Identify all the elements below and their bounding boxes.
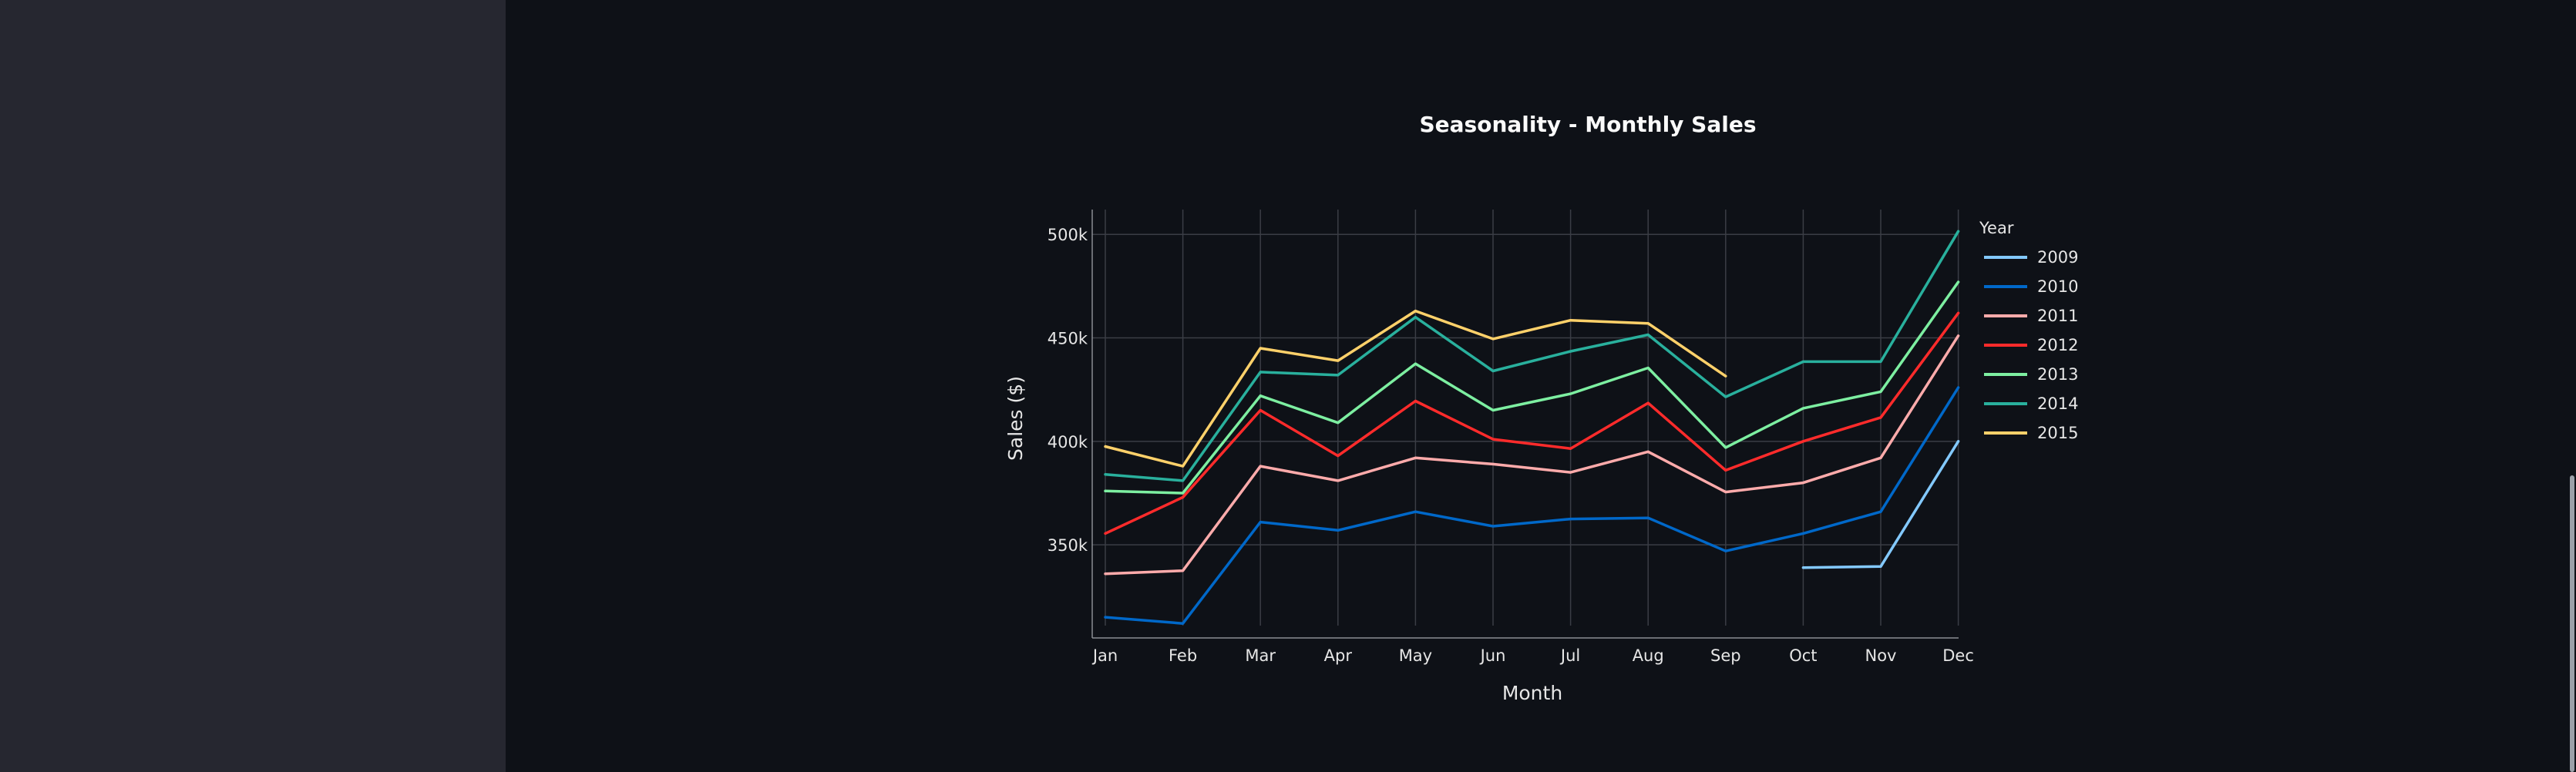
legend-title: Year — [1979, 219, 2014, 237]
x-tick-label: Aug — [1633, 646, 1664, 665]
series-line-2014 — [1104, 230, 1960, 482]
scrollbar-thumb[interactable] — [2570, 475, 2574, 772]
legend-label-2009: 2009 — [2037, 248, 2078, 267]
series-line-2015 — [1104, 309, 1727, 468]
series-line-2011 — [1104, 334, 1960, 576]
legend-label-2015: 2015 — [2037, 424, 2078, 442]
legend: Year 2009 2010 2011 2012 2013 2014 2015 — [1979, 219, 2078, 442]
legend-label-2012: 2012 — [2037, 336, 2078, 354]
y-tick-label: 500k — [1048, 226, 1088, 244]
x-tick-label: Mar — [1245, 646, 1276, 665]
y-tick-label: 450k — [1048, 330, 1088, 348]
y-axis-title: Sales ($) — [1004, 376, 1027, 461]
x-tick-label: May — [1399, 646, 1432, 665]
x-tick-label: Jan — [1091, 646, 1118, 665]
x-tick-label: Nov — [1865, 646, 1897, 665]
legend-label-2010: 2010 — [2037, 277, 2078, 296]
series-line-2012 — [1104, 311, 1960, 535]
legend-label-2013: 2013 — [2037, 365, 2078, 384]
axis-layer: 350k 400k 450k 500k Jan Feb Mar Apr May Jun Jul Aug… — [1048, 210, 1974, 665]
grid-layer — [1092, 210, 1959, 626]
sidebar — [0, 0, 506, 772]
y-tick-label: 350k — [1048, 536, 1088, 555]
x-tick-label: Jun — [1479, 646, 1506, 665]
x-tick-label: Feb — [1169, 646, 1197, 665]
series-layer — [1104, 230, 1960, 625]
y-tick-label: 400k — [1048, 433, 1088, 451]
x-tick-label: Apr — [1324, 646, 1353, 665]
x-tick-label: Oct — [1789, 646, 1817, 665]
series-line-2013 — [1104, 280, 1960, 495]
label-layer: Seasonality - Monthly Sales Month Sales … — [1004, 112, 1757, 704]
chart-title: Seasonality - Monthly Sales — [1420, 112, 1757, 137]
x-tick-label: Dec — [1942, 646, 1974, 665]
legend-label-2014: 2014 — [2037, 394, 2078, 413]
main-content — [506, 0, 2576, 772]
x-axis-title: Month — [1502, 682, 1562, 704]
series-line-2010 — [1104, 386, 1960, 625]
legend-label-2011: 2011 — [2037, 307, 2078, 325]
series-line-2009 — [1801, 440, 1960, 569]
x-tick-label: Sep — [1710, 646, 1741, 665]
x-tick-label: Jul — [1559, 646, 1580, 665]
